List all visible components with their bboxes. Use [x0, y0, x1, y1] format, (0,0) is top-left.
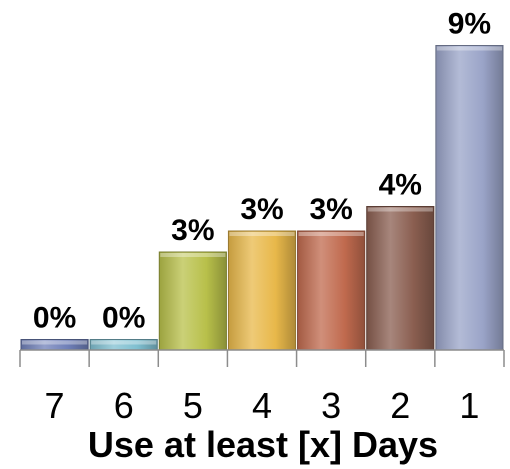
x-tick-label-4: 4: [252, 385, 272, 426]
value-label-7: 0%: [33, 302, 76, 335]
bar-5: [158, 251, 227, 351]
bar-1: [435, 45, 504, 351]
bar-top-highlight-6: [91, 340, 157, 345]
x-tick-label-7: 7: [45, 385, 65, 426]
bar-top-highlight-5: [160, 253, 226, 257]
x-tick-label-6: 6: [114, 385, 134, 426]
bar-2: [366, 206, 435, 351]
x-tick-labels-group: 7 6 5 4 3 2 1: [45, 385, 480, 426]
x-axis-title: Use at least [x] Days: [88, 424, 438, 465]
bar-top-highlight-3: [298, 232, 364, 236]
bar-top-highlight-7: [22, 340, 88, 345]
value-label-3: 3%: [309, 193, 352, 226]
bar-3: [297, 230, 366, 351]
bar-top-highlight-2: [367, 207, 433, 212]
bar-4: [227, 230, 297, 351]
value-label-4: 3%: [240, 193, 283, 226]
bars-group: [20, 45, 504, 351]
bar-top-highlight-4: [229, 232, 295, 236]
x-tick-label-3: 3: [321, 385, 341, 426]
x-tick-label-1: 1: [459, 385, 479, 426]
x-tick-label-2: 2: [390, 385, 410, 426]
value-label-1: 9%: [448, 8, 491, 41]
value-labels-group: 0% 0% 3% 3% 3% 4% 9%: [33, 8, 491, 335]
value-label-5: 3%: [171, 214, 214, 247]
value-label-2: 4%: [379, 169, 422, 202]
bar-top-highlight-1: [436, 46, 502, 51]
x-tick-label-5: 5: [183, 385, 203, 426]
value-label-6: 0%: [102, 302, 145, 335]
x-ticks-group: [19, 350, 505, 367]
